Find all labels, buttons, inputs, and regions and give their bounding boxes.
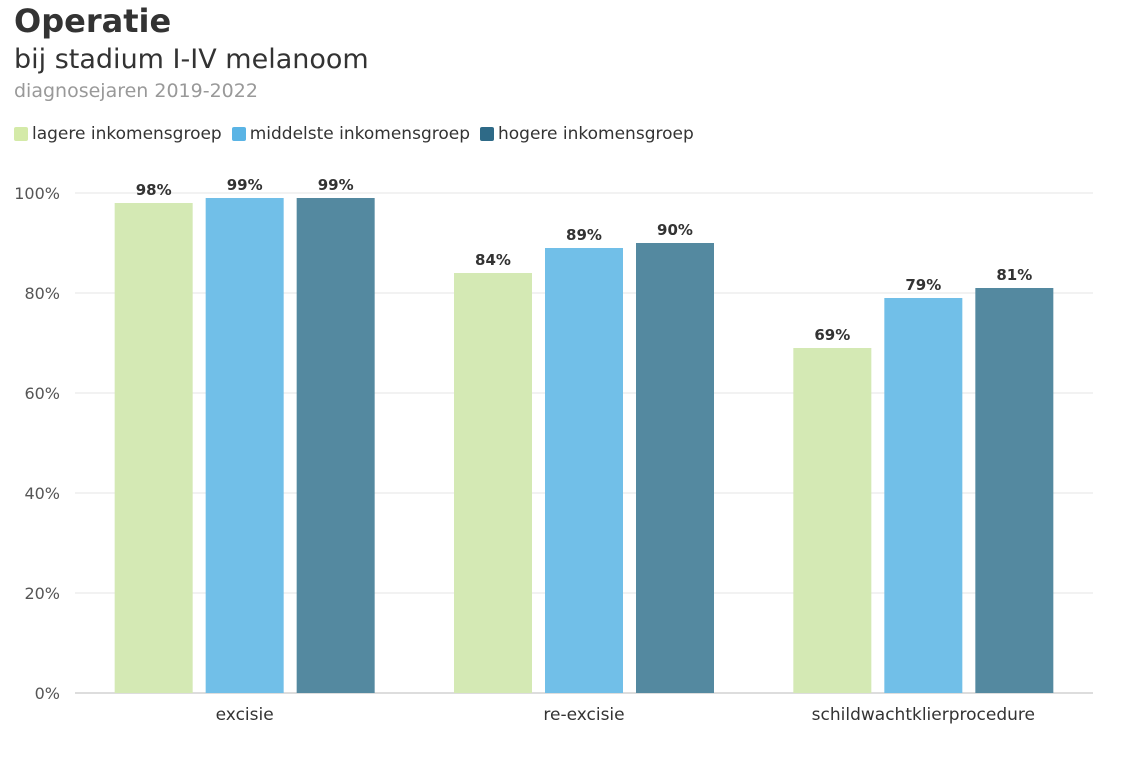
data-label: 99% [318, 176, 354, 194]
data-label: 90% [657, 221, 693, 239]
chart-caption: diagnosejaren 2019-2022 [14, 80, 258, 102]
data-label: 69% [814, 326, 850, 344]
legend-item[interactable]: hogere inkomensgroep [480, 124, 694, 144]
y-tick-label: 60% [24, 384, 60, 403]
bar [884, 298, 963, 693]
bar [636, 243, 714, 693]
bar [296, 198, 375, 693]
y-tick-label: 100% [14, 184, 60, 203]
bar [975, 288, 1054, 693]
x-tick-label: schildwachtklierprocedure [812, 705, 1035, 725]
x-tick-label: excisie [216, 705, 274, 725]
y-tick-label: 40% [24, 484, 60, 503]
data-label: 79% [905, 276, 941, 294]
data-label: 81% [996, 266, 1032, 284]
bar [793, 348, 872, 693]
y-tick-label: 80% [24, 284, 60, 303]
chart-title: Operatie [14, 2, 172, 40]
data-label: 98% [136, 181, 172, 199]
legend-item[interactable]: middelste inkomensgroep [231, 124, 470, 144]
legend-label: middelste inkomensgroep [249, 124, 470, 144]
y-tick-label: 0% [35, 684, 60, 703]
legend-label: lagere inkomensgroep [32, 124, 222, 144]
x-tick-label: re-excisie [543, 705, 624, 725]
legend-label: hogere inkomensgroep [498, 124, 694, 144]
legend-item[interactable]: lagere inkomensgroep [14, 124, 222, 144]
bar [454, 273, 532, 693]
y-tick-label: 20% [24, 584, 60, 603]
data-label: 89% [566, 226, 602, 244]
chart-subtitle: bij stadium I-IV melanoom [14, 44, 369, 75]
data-label: 84% [475, 251, 511, 269]
bar [114, 203, 193, 693]
data-label: 99% [227, 176, 263, 194]
bar [545, 248, 623, 693]
bar [205, 198, 284, 693]
legend: lagere inkomensgroep middelste inkomensgr… [14, 124, 694, 144]
legend-swatch [14, 127, 28, 141]
legend-swatch [231, 127, 246, 141]
legend-swatch [480, 127, 494, 141]
